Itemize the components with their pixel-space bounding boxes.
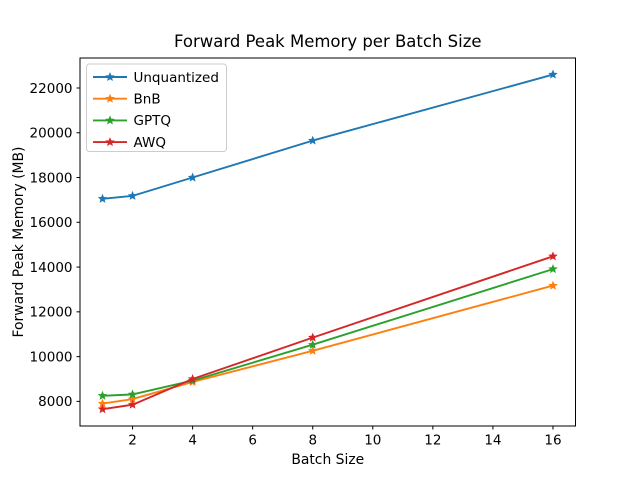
legend-label-awq: AWQ — [134, 135, 166, 151]
marker-unquantized-x4 — [187, 172, 198, 182]
marker-bnb-x8 — [307, 345, 318, 355]
x-tick-label: 12 — [424, 433, 441, 449]
marker-bnb-x16 — [548, 280, 558, 290]
y-tick-label: 8000 — [38, 394, 72, 410]
x-tick-label: 6 — [248, 433, 257, 449]
marker-bnb-x2 — [127, 394, 138, 404]
plot-area: 2 4 6 8 10 12 14 16 8000 10000 12000 14000 16000 1800… — [30, 57, 576, 449]
y-tick-label: 14000 — [30, 260, 73, 276]
marker-unquantized-x8 — [307, 135, 318, 145]
y-tick-label: 10000 — [30, 349, 73, 365]
marker-awq-x8 — [307, 332, 318, 342]
marker-unquantized-x16 — [548, 69, 558, 79]
marker-awq-x1 — [97, 404, 108, 414]
x-tick-label: 16 — [544, 433, 561, 449]
marker-awq-x16 — [548, 251, 558, 261]
x-axis-label: Batch Size — [291, 452, 364, 468]
y-tick-label: 18000 — [30, 170, 73, 186]
x-tick-label: 4 — [188, 433, 197, 449]
legend-label-bnb: BnB — [134, 92, 161, 108]
legend-box — [86, 63, 227, 152]
legend-marker-bnb — [105, 93, 115, 103]
y-axis-label: Forward Peak Memory (MB) — [11, 147, 27, 338]
marker-bnb-x1 — [97, 398, 108, 408]
marker-unquantized-x2 — [127, 190, 138, 200]
axes-frame — [79, 57, 576, 427]
x-tick-label: 2 — [128, 433, 137, 449]
legend-marker-awq — [105, 137, 115, 147]
legend-label-unquantized: Unquantized — [134, 70, 219, 86]
x-tick-label: 14 — [484, 433, 501, 449]
y-tick-label: 20000 — [30, 126, 73, 142]
legend-marker-gptq — [105, 115, 115, 125]
marker-gptq-x1 — [97, 390, 108, 400]
chart-title: Forward Peak Memory per Batch Size — [174, 32, 482, 51]
x-tick-label: 10 — [364, 433, 381, 449]
marker-awq-x2 — [127, 399, 138, 409]
legend-label-gptq: GPTQ — [134, 113, 171, 129]
x-tick-label: 8 — [308, 433, 317, 449]
marker-gptq-x8 — [307, 339, 318, 349]
marker-unquantized-x1 — [97, 193, 108, 203]
y-tick-label: 16000 — [30, 215, 73, 231]
legend-marker-unquantized — [105, 72, 115, 82]
marker-awq-x4 — [187, 373, 198, 384]
y-tick-label: 22000 — [30, 81, 73, 97]
marker-gptq-x16 — [548, 264, 558, 274]
y-tick-label: 12000 — [30, 305, 73, 321]
marker-gptq-x2 — [127, 389, 138, 399]
